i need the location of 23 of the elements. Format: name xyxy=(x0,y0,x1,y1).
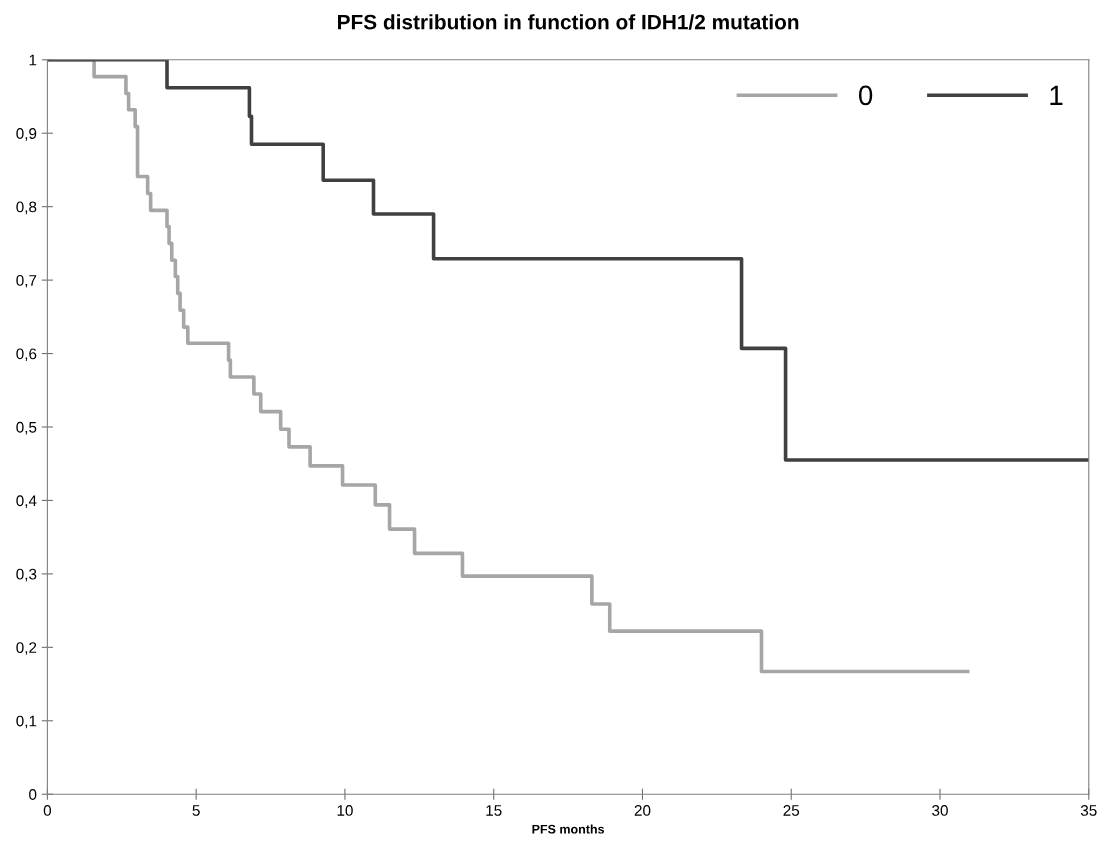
y-tick-label: 0,5 xyxy=(16,421,37,435)
x-tick-label: 25 xyxy=(783,805,800,816)
y-tick-label: 0,1 xyxy=(16,715,37,729)
chart-title: PFS distribution in function of IDH1/2 mutation xyxy=(338,14,799,30)
y-tick-label: 0,8 xyxy=(16,201,37,215)
x-tick-label: 20 xyxy=(634,805,651,816)
x-tick-label: 15 xyxy=(486,805,502,816)
x-tick-label: 0 xyxy=(43,805,52,816)
legend-label: 1 xyxy=(1050,85,1063,105)
y-tick-label: 1 xyxy=(29,54,37,66)
x-tick-label: 35 xyxy=(1080,805,1097,816)
x-tick-label: 10 xyxy=(337,805,353,816)
y-tick-label: 0,6 xyxy=(16,348,37,362)
y-tick-label: 0,3 xyxy=(16,568,37,582)
x-axis-title: PFS months xyxy=(532,824,605,834)
x-tick-label: 5 xyxy=(192,805,200,816)
y-tick-label: 0,7 xyxy=(16,274,37,288)
y-tick-label: 0,2 xyxy=(16,642,37,655)
y-tick-label: 0,4 xyxy=(16,495,37,508)
y-tick-label: 0 xyxy=(29,789,37,800)
y-tick-label: 0,9 xyxy=(16,128,37,141)
x-tick-label: 30 xyxy=(932,805,948,816)
legend-label: 0 xyxy=(858,85,873,106)
